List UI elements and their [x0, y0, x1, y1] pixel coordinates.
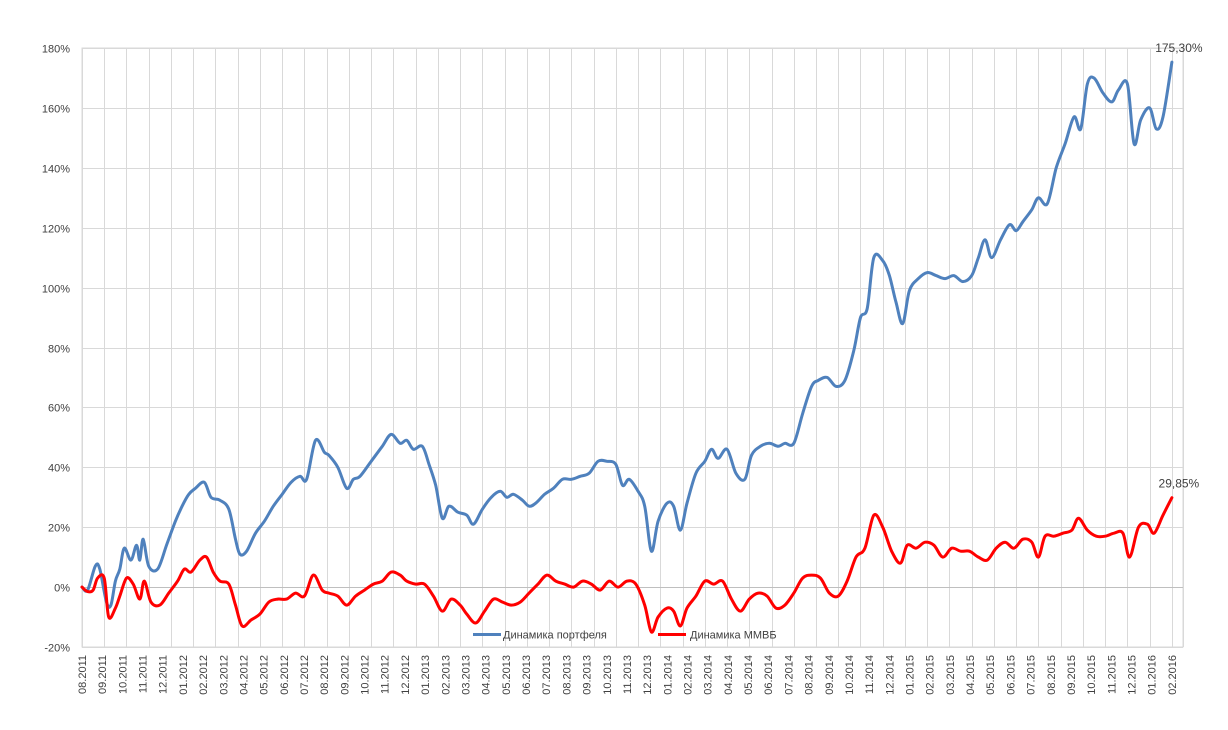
x-tick-label: 05.2015 — [985, 655, 997, 695]
x-tick-label: 07.2015 — [1026, 655, 1038, 695]
x-tick-label: 08.2011 — [77, 655, 89, 694]
x-tick-label: 09.2015 — [1066, 655, 1078, 695]
x-tick-label: 04.2015 — [965, 655, 977, 695]
x-tick-label: 10.2013 — [602, 655, 614, 695]
series-line-portfolio — [80, 60, 1174, 609]
x-tick-label: 03.2015 — [945, 655, 957, 695]
x-tick-label: 07.2013 — [541, 655, 553, 695]
x-tick-label: 01.2014 — [662, 655, 674, 695]
y-axis-tick-labels: -20% 0% 20% 40% 60% 80% 100% 120% 140% 160% 180% — [42, 44, 70, 655]
x-tick-label: 12.2013 — [642, 655, 654, 695]
x-tick-label: 11.2014 — [864, 655, 876, 694]
y-tick-label: -20% — [44, 643, 70, 655]
legend-item-mmvb: Динамика ММВБ — [658, 630, 777, 642]
end-value-labels: 175,30% 29,85% — [1155, 41, 1203, 491]
x-tick-label: 07.2014 — [783, 655, 795, 695]
y-tick-label: 20% — [48, 523, 70, 535]
x-tick-label: 11.2013 — [622, 655, 634, 694]
plot-area-border — [81, 47, 1184, 648]
x-tick-label: 12.2015 — [1127, 655, 1139, 695]
x-tick-label: 10.2015 — [1086, 655, 1098, 695]
series-lines — [80, 60, 1174, 634]
x-tick-label: 02.2014 — [682, 655, 694, 695]
x-tick-label: 11.2015 — [1106, 655, 1118, 694]
legend-label: Динамика портфеля — [503, 630, 607, 642]
x-tick-label: 08.2012 — [319, 655, 331, 695]
x-tick-label: 01.2015 — [905, 655, 917, 695]
y-tick-label: 100% — [42, 284, 70, 296]
x-tick-label: 01.2013 — [420, 655, 432, 695]
x-tick-label: 05.2014 — [743, 655, 755, 695]
x-tick-label: 09.2011 — [97, 655, 109, 694]
x-tick-label: 02.2012 — [198, 655, 210, 695]
x-tick-label: 11.2011 — [138, 655, 150, 693]
x-tick-label: 09.2013 — [582, 655, 594, 695]
y-tick-label: 180% — [42, 44, 70, 56]
x-tick-label: 10.2011 — [117, 655, 129, 694]
legend-label: Динамика ММВБ — [690, 630, 777, 642]
x-tick-label: 08.2015 — [1046, 655, 1058, 695]
series-line-mmvb — [80, 496, 1174, 634]
x-tick-label: 12.2012 — [400, 655, 412, 695]
x-tick-label: 04.2013 — [481, 655, 493, 695]
x-tick-label: 10.2012 — [360, 655, 372, 695]
x-tick-label: 05.2012 — [259, 655, 271, 695]
x-tick-label: 09.2012 — [339, 655, 351, 695]
x-tick-label: 10.2014 — [844, 655, 856, 695]
x-tick-label: 05.2013 — [501, 655, 513, 695]
y-tick-label: 40% — [48, 463, 70, 475]
y-tick-label: 60% — [48, 403, 70, 415]
x-tick-label: 07.2012 — [299, 655, 311, 695]
x-axis-tick-labels: 08.2011 09.2011 10.2011 11.2011 12.2011 01.20… — [77, 655, 1179, 695]
x-tick-label: 12.2014 — [884, 655, 896, 695]
x-tick-label: 04.2012 — [238, 655, 250, 695]
end-label-mmvb: 29,85% — [1159, 477, 1200, 491]
x-tick-label: 02.2016 — [1167, 655, 1179, 695]
x-tick-label: 09.2014 — [824, 655, 836, 695]
y-tick-label: 0% — [54, 583, 70, 595]
y-tick-label: 120% — [42, 224, 70, 236]
x-tick-label: 06.2012 — [279, 655, 291, 695]
x-tick-label: 01.2012 — [178, 655, 190, 695]
x-tick-label: 03.2013 — [460, 655, 472, 695]
y-tick-label: 80% — [48, 344, 70, 356]
x-tick-label: 08.2013 — [561, 655, 573, 695]
y-tick-label: 160% — [42, 104, 70, 116]
legend-item-portfolio: Динамика портфеля — [473, 630, 607, 642]
x-tick-label: 04.2014 — [723, 655, 735, 695]
x-tick-label: 11.2012 — [380, 655, 392, 694]
x-tick-label: 06.2015 — [1005, 655, 1017, 695]
x-tick-label: 12.2011 — [158, 655, 170, 694]
x-tick-label: 02.2013 — [440, 655, 452, 695]
x-tick-label: 08.2014 — [804, 655, 816, 695]
y-tick-label: 140% — [42, 164, 70, 176]
x-tick-label: 06.2014 — [763, 655, 775, 695]
end-label-portfolio: 175,30% — [1155, 41, 1203, 55]
x-tick-label: 01.2016 — [1147, 655, 1159, 695]
x-tick-label: 02.2015 — [925, 655, 937, 695]
x-tick-label: 03.2012 — [218, 655, 230, 695]
x-tick-label: 03.2014 — [703, 655, 715, 695]
legend: Динамика портфеля Динамика ММВБ — [473, 630, 777, 642]
x-tick-label: 06.2013 — [521, 655, 533, 695]
gridlines — [81, 47, 1184, 648]
